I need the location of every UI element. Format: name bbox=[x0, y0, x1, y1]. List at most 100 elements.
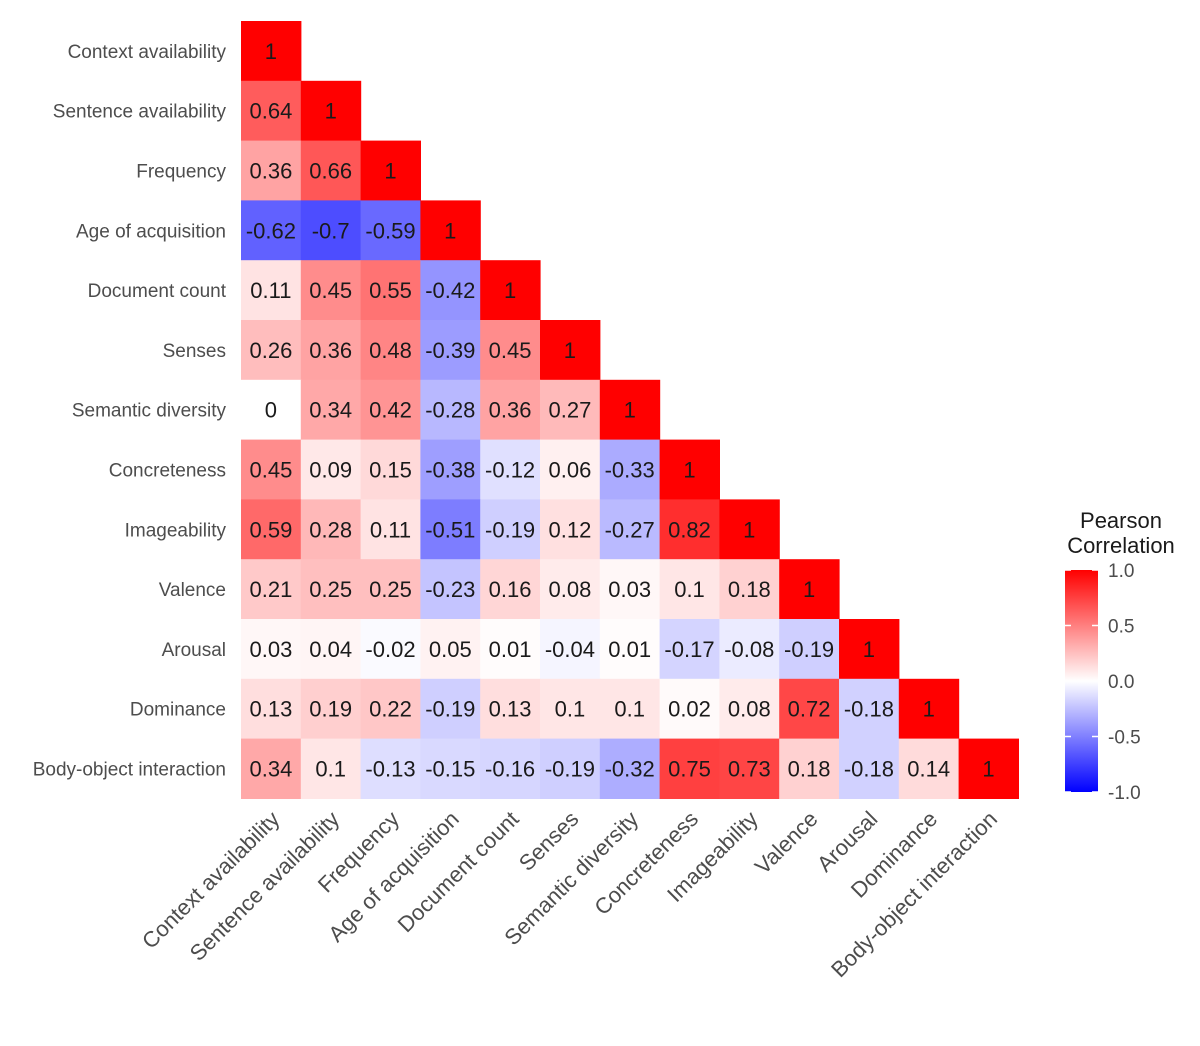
heatmap-cell-value-r11-c5: 0.1 bbox=[555, 697, 586, 722]
legend: Pearson Correlation 1.0 0.5 0.0 -0.5 -1.0 bbox=[1065, 508, 1175, 804]
heatmap-cell-r12-c8 bbox=[719, 738, 780, 799]
heatmap-cell-r12-c6 bbox=[599, 738, 661, 799]
heatmap-cell-value-r8-c0: 0.59 bbox=[249, 517, 292, 542]
heatmap-cell-value-r7-c6: -0.33 bbox=[605, 458, 655, 483]
heatmap-cell-r7-c0 bbox=[241, 439, 302, 500]
heatmap-cell-r7-c2 bbox=[360, 439, 421, 500]
heatmap-cell-value-r5-c1: 0.36 bbox=[309, 338, 352, 363]
legend-tick-label: 0.5 bbox=[1108, 617, 1134, 638]
heatmap-cell-value-r12-c5: -0.19 bbox=[545, 757, 595, 782]
heatmap-cell-r6-c1 bbox=[300, 379, 362, 441]
heatmap-cell-value-r12-c4: -0.16 bbox=[485, 757, 535, 782]
heatmap-cell-value-r7-c0: 0.45 bbox=[249, 458, 292, 483]
heatmap-cell-r9-c2 bbox=[360, 559, 421, 620]
heatmap-cell-r12-c12 bbox=[958, 738, 1019, 799]
heatmap-cell-r11-c0 bbox=[241, 678, 302, 740]
heatmap-cell-r8-c7 bbox=[659, 499, 720, 560]
heatmap-cell-value-r7-c3: -0.38 bbox=[425, 458, 475, 483]
heatmap-cell-r8-c1 bbox=[300, 499, 362, 560]
heatmap-cell-value-r11-c7: 0.02 bbox=[668, 697, 711, 722]
heatmap-cell-r2-c1 bbox=[300, 140, 362, 201]
heatmap-cell-value-r10-c3: 0.05 bbox=[429, 637, 472, 662]
heatmap-cell-r10-c9 bbox=[779, 619, 840, 680]
heatmap-cell-value-r4-c3: -0.42 bbox=[425, 278, 475, 303]
legend-tick-label: -1.0 bbox=[1108, 783, 1141, 804]
heatmap-cell-value-r8-c1: 0.28 bbox=[309, 517, 352, 542]
heatmap-cell-value-r8-c5: 0.12 bbox=[548, 517, 591, 542]
heatmap-cell-value-r11-c1: 0.19 bbox=[309, 697, 352, 722]
y-tick-label: Valence bbox=[159, 580, 226, 601]
heatmap-cell-value-r8-c4: -0.19 bbox=[485, 517, 535, 542]
heatmap-cell-r5-c5 bbox=[540, 320, 601, 381]
heatmap-cell-value-r12-c6: -0.32 bbox=[605, 757, 655, 782]
heatmap-cell-value-r9-c3: -0.23 bbox=[425, 577, 475, 602]
heatmap-cell-r5-c2 bbox=[360, 320, 421, 381]
heatmap-cell-value-r1-c1: 1 bbox=[325, 99, 337, 124]
heatmap-cell-value-r0-c0: 1 bbox=[265, 39, 277, 64]
heatmap-cell-value-r2-c1: 0.66 bbox=[309, 159, 352, 184]
heatmap-cell-r10-c1 bbox=[300, 619, 362, 680]
heatmap-cell-value-r11-c2: 0.22 bbox=[369, 697, 412, 722]
heatmap-cell-r8-c0 bbox=[241, 499, 302, 560]
heatmap-cell-r10-c5 bbox=[540, 619, 601, 680]
heatmap-cell-r10-c6 bbox=[599, 619, 661, 680]
heatmap-cell-value-r12-c12: 1 bbox=[982, 757, 994, 782]
heatmap-cell-value-r4-c2: 0.55 bbox=[369, 278, 412, 303]
heatmap-cell-r8-c6 bbox=[599, 499, 661, 560]
heatmap-cell-r11-c1 bbox=[300, 678, 362, 740]
heatmap-cell-r7-c1 bbox=[300, 439, 362, 500]
heatmap-cell-value-r12-c2: -0.13 bbox=[365, 757, 415, 782]
heatmap-cell-value-r6-c6: 1 bbox=[624, 398, 636, 423]
heatmap-cell-r12-c9 bbox=[779, 738, 840, 799]
y-tick-label: Sentence availability bbox=[53, 102, 227, 123]
heatmap-cell-value-r10-c10: 1 bbox=[863, 637, 875, 662]
heatmap-cell-r6-c2 bbox=[360, 379, 421, 441]
y-tick-label: Document count bbox=[88, 281, 227, 302]
heatmap-cell-r6-c0 bbox=[241, 379, 302, 441]
heatmap-cell-r6-c3 bbox=[420, 379, 481, 441]
heatmap-cell-r6-c4 bbox=[480, 379, 541, 441]
heatmap-cell-value-r11-c11: 1 bbox=[923, 697, 935, 722]
heatmap-cell-r9-c0 bbox=[241, 559, 302, 620]
y-tick-label: Arousal bbox=[162, 640, 226, 661]
heatmap-cell-r12-c2 bbox=[360, 738, 421, 799]
heatmap-cell-r10-c8 bbox=[719, 619, 780, 680]
heatmap-cell-value-r11-c3: -0.19 bbox=[425, 697, 475, 722]
heatmap-cell-value-r10-c5: -0.04 bbox=[545, 637, 595, 662]
heatmap-cell-r10-c7 bbox=[659, 619, 720, 680]
heatmap-cell-r9-c1 bbox=[300, 559, 362, 620]
heatmap-cell-r12-c0 bbox=[241, 738, 302, 799]
heatmap-cell-r7-c7 bbox=[659, 439, 720, 500]
heatmap-cell-r3-c0 bbox=[241, 200, 302, 261]
heatmap-cell-r9-c9 bbox=[779, 559, 840, 620]
heatmap-cell-value-r12-c10: -0.18 bbox=[844, 757, 894, 782]
heatmap-cell-r1-c1 bbox=[300, 80, 362, 142]
heatmap-cell-r12-c5 bbox=[540, 738, 601, 799]
heatmap-cell-r7-c6 bbox=[599, 439, 661, 500]
heatmap-cell-value-r7-c5: 0.06 bbox=[548, 458, 591, 483]
heatmap-cell-value-r12-c11: 0.14 bbox=[907, 757, 950, 782]
heatmap-cell-value-r9-c5: 0.08 bbox=[548, 577, 591, 602]
heatmap-cell-r8-c8 bbox=[719, 499, 780, 560]
heatmap-cell-value-r6-c5: 0.27 bbox=[548, 398, 591, 423]
heatmap-cell-r12-c4 bbox=[480, 738, 541, 799]
heatmap-cell-value-r11-c0: 0.13 bbox=[249, 697, 292, 722]
heatmap-cell-r10-c4 bbox=[480, 619, 541, 680]
heatmap-cell-r11-c3 bbox=[420, 678, 481, 740]
heatmap-cell-r9-c8 bbox=[719, 559, 780, 620]
heatmap-cell-value-r8-c6: -0.27 bbox=[605, 517, 655, 542]
heatmap-cell-value-r11-c9: 0.72 bbox=[788, 697, 831, 722]
heatmap-cell-value-r5-c2: 0.48 bbox=[369, 338, 412, 363]
heatmap-cell-value-r2-c0: 0.36 bbox=[249, 159, 292, 184]
legend-title-line-1: Pearson bbox=[1080, 508, 1162, 533]
y-tick-label: Frequency bbox=[136, 162, 226, 183]
heatmap-cell-value-r9-c0: 0.21 bbox=[249, 577, 292, 602]
heatmap-cell-value-r9-c4: 0.16 bbox=[489, 577, 532, 602]
y-tick-label: Senses bbox=[163, 341, 226, 362]
heatmap-cell-r5-c3 bbox=[420, 320, 481, 381]
y-tick-label: Concreteness bbox=[109, 461, 226, 482]
heatmap-cell-value-r3-c2: -0.59 bbox=[365, 218, 415, 243]
heatmap-cell-value-r5-c0: 0.26 bbox=[249, 338, 292, 363]
